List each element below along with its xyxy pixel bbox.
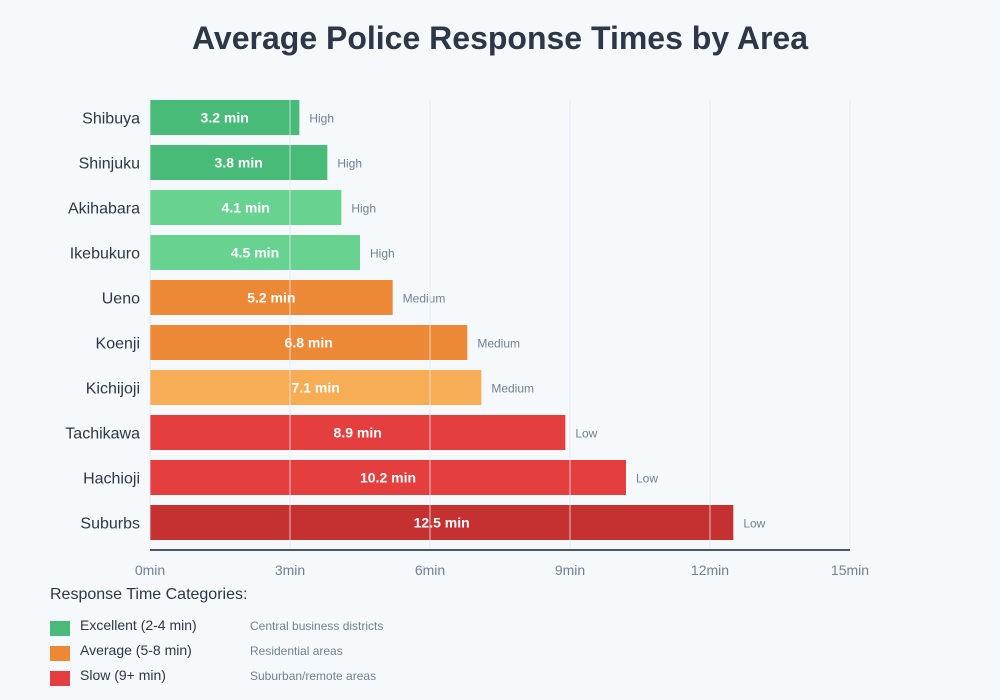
legend-label: Slow (9+ min) bbox=[80, 667, 166, 683]
rating-label: High bbox=[309, 112, 334, 126]
legend-swatch bbox=[50, 621, 70, 636]
category-label: Suburbs bbox=[80, 516, 140, 533]
bar bbox=[150, 460, 626, 495]
x-tick-label: 6min bbox=[415, 562, 445, 578]
legend-desc: Suburban/remote areas bbox=[250, 669, 377, 683]
bar bbox=[150, 505, 734, 540]
rating-label: High bbox=[351, 202, 376, 216]
rating-label: Medium bbox=[477, 337, 520, 351]
category-label: Kichijoji bbox=[86, 381, 140, 398]
legend-desc: Residential areas bbox=[250, 644, 343, 658]
category-label: Hachioji bbox=[83, 471, 140, 488]
legend-label: Average (5-8 min) bbox=[80, 642, 192, 658]
value-label: 10.2 min bbox=[360, 470, 416, 486]
value-label: 7.1 min bbox=[292, 380, 340, 396]
category-label: Ueno bbox=[102, 291, 140, 308]
x-tick-label: 9min bbox=[555, 562, 585, 578]
x-tick-label: 12min bbox=[691, 562, 729, 578]
rating-label: High bbox=[370, 247, 395, 261]
chart-title: Average Police Response Times by Area bbox=[192, 20, 808, 56]
rating-label: Low bbox=[575, 427, 597, 441]
category-label: Tachikawa bbox=[65, 426, 140, 443]
bar bbox=[150, 145, 328, 180]
bar bbox=[150, 100, 300, 135]
value-label: 3.8 min bbox=[215, 155, 263, 171]
bar bbox=[150, 415, 566, 450]
value-label: 6.8 min bbox=[285, 335, 333, 351]
rating-label: High bbox=[337, 157, 362, 171]
category-label: Koenji bbox=[96, 336, 140, 353]
bar bbox=[150, 370, 482, 405]
x-tick-label: 0min bbox=[135, 562, 165, 578]
value-label: 4.1 min bbox=[222, 200, 270, 216]
legend-desc: Central business districts bbox=[250, 619, 384, 633]
value-label: 3.2 min bbox=[201, 110, 249, 126]
value-label: 12.5 min bbox=[414, 515, 470, 531]
rating-label: Medium bbox=[403, 292, 446, 306]
bar bbox=[150, 280, 393, 315]
legend-swatch bbox=[50, 646, 70, 661]
value-label: 5.2 min bbox=[247, 290, 295, 306]
legend-label: Excellent (2-4 min) bbox=[80, 617, 197, 633]
rating-label: Medium bbox=[491, 382, 534, 396]
rating-label: Low bbox=[636, 472, 658, 486]
category-label: Shibuya bbox=[82, 111, 140, 128]
value-label: 4.5 min bbox=[231, 245, 279, 261]
category-label: Ikebukuro bbox=[70, 246, 140, 263]
legend-title: Response Time Categories: bbox=[50, 586, 248, 603]
legend-swatch bbox=[50, 671, 70, 686]
x-tick-label: 15min bbox=[831, 562, 869, 578]
bar bbox=[150, 325, 468, 360]
bar bbox=[150, 190, 342, 225]
bar bbox=[150, 235, 360, 270]
rating-label: Low bbox=[743, 517, 765, 531]
category-label: Akihabara bbox=[68, 201, 140, 218]
value-label: 8.9 min bbox=[334, 425, 382, 441]
category-label: Shinjuku bbox=[79, 156, 140, 173]
x-tick-label: 3min bbox=[275, 562, 305, 578]
